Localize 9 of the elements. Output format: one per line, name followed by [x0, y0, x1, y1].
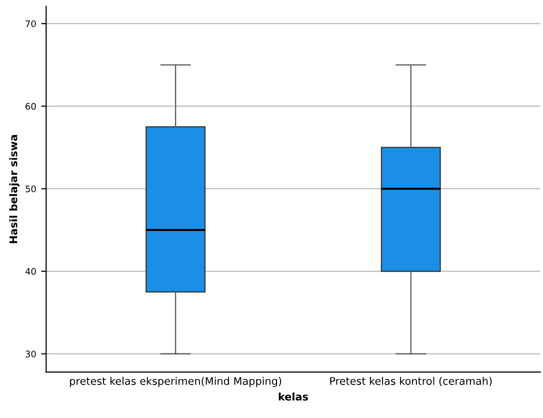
- x-tick-label: Pretest kelas kontrol (ceramah): [330, 376, 492, 386]
- x-tick-label: pretest kelas eksperimen(Mind Mapping): [70, 376, 282, 387]
- y-axis-title: Hasil belajar siswa: [9, 135, 20, 244]
- x-axis-title: kelas: [278, 392, 308, 401]
- y-tick-label: 60: [26, 102, 36, 110]
- y-tick-label: 40: [25, 268, 36, 275]
- y-tick-label: 50: [26, 185, 36, 192]
- y-tick-label: 70: [26, 20, 36, 28]
- y-tick-label: 30: [26, 350, 36, 358]
